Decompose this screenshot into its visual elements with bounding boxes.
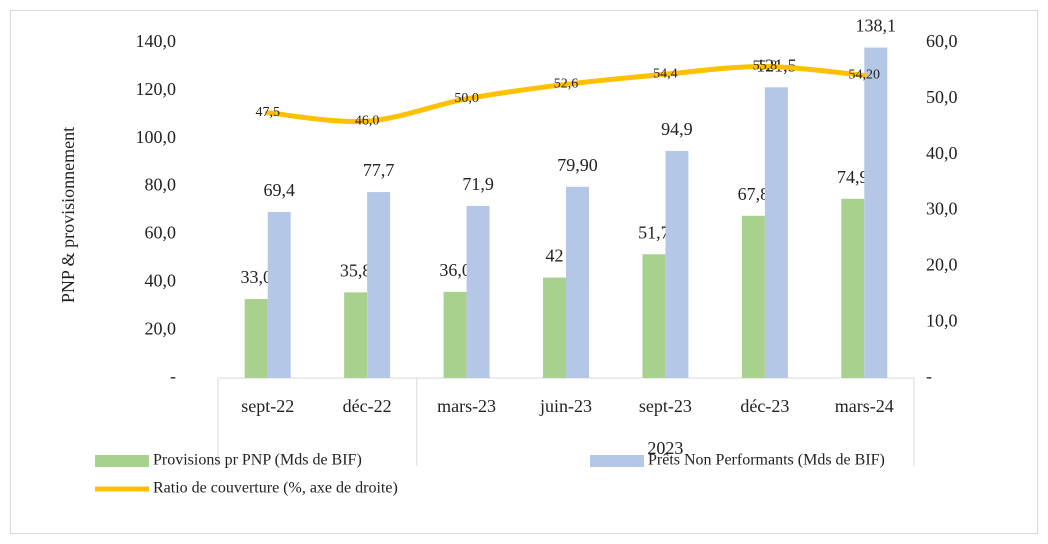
bar <box>864 47 888 379</box>
bar <box>443 291 467 378</box>
data-label: 69,4 <box>263 180 295 200</box>
legend-label: Prêts Non Performants (Mds de BIF) <box>648 452 885 469</box>
group-label: 2023 <box>647 438 683 458</box>
line <box>265 63 867 125</box>
x-tick-label: mars-23 <box>437 396 496 416</box>
y-tick-label: 80,0 <box>145 175 177 195</box>
y-tick-label: 100,0 <box>136 127 177 147</box>
data-label: 54,20 <box>849 68 881 83</box>
y2-tick-label: 10,0 <box>926 310 958 330</box>
x-tick-label: sept-23 <box>639 396 692 416</box>
bar <box>841 198 865 378</box>
y2-tick-label: 30,0 <box>926 199 958 219</box>
bar <box>344 292 368 378</box>
bar <box>244 299 268 378</box>
y-tick-label: 40,0 <box>145 270 177 290</box>
y2-tick-label: 40,0 <box>926 143 958 163</box>
legend-swatch <box>95 455 149 467</box>
data-label: 33,0 <box>240 267 272 287</box>
data-label: 52,6 <box>554 77 579 92</box>
data-label: 36,0 <box>439 260 471 280</box>
x-tick-label: déc-22 <box>343 396 392 416</box>
data-label: 42 <box>546 246 564 266</box>
y-tick-label: 20,0 <box>145 318 177 338</box>
bar <box>566 186 589 378</box>
data-label: 50,0 <box>454 91 479 106</box>
y-axis-title: PNP & provisionnement <box>58 127 78 303</box>
bar <box>741 215 765 378</box>
data-label: 54,4 <box>653 66 678 81</box>
data-label: 74,9 <box>837 167 869 187</box>
y2-tick-label: 60,0 <box>926 31 958 51</box>
data-label: 77,7 <box>363 160 395 180</box>
y-tick-label: 140,0 <box>136 31 177 51</box>
bar <box>642 254 666 378</box>
bar <box>267 211 291 378</box>
legend-swatch <box>590 455 644 467</box>
legend-label: Provisions pr PNP (Mds de BIF) <box>153 452 362 469</box>
bar <box>543 277 566 378</box>
data-label: 67,8 <box>738 184 770 204</box>
legend-label: Ratio de couverture (%, axe de droite) <box>153 480 398 497</box>
y2-tick-label: 50,0 <box>926 87 958 107</box>
y-tick-label: 60,0 <box>145 223 177 243</box>
data-label: 47,5 <box>255 105 280 120</box>
data-label: 138,1 <box>856 16 897 36</box>
y-tick-label: 120,0 <box>136 79 177 99</box>
bar <box>764 87 788 379</box>
bar <box>665 150 689 378</box>
y2-tick-label: - <box>926 366 932 386</box>
data-label: 46,0 <box>355 113 380 128</box>
data-label: 94,9 <box>661 119 693 139</box>
bar <box>367 192 391 378</box>
x-tick-label: juin-23 <box>539 396 592 416</box>
x-tick-label: sept-22 <box>241 396 294 416</box>
data-label: 79,90 <box>557 155 598 175</box>
data-label: 51,7 <box>638 222 670 242</box>
y2-tick-label: 20,0 <box>926 254 958 274</box>
data-label: 55,8 <box>753 59 778 74</box>
bar <box>466 205 490 378</box>
x-tick-label: déc-23 <box>740 396 789 416</box>
data-label: 35,8 <box>340 260 372 280</box>
data-label: 71,9 <box>462 174 494 194</box>
y-tick-label: - <box>170 366 176 386</box>
x-tick-label: mars-24 <box>835 396 894 416</box>
